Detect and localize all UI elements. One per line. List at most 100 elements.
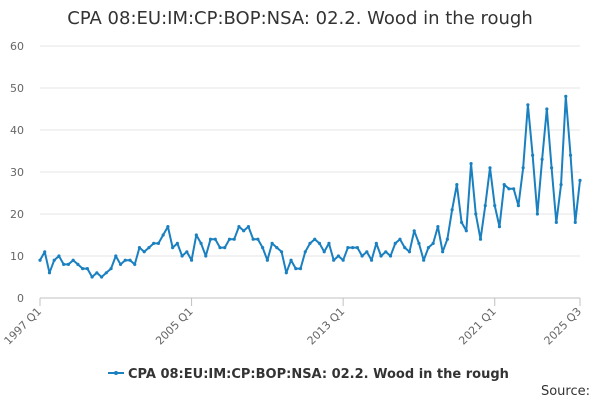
data-point[interactable]	[369, 258, 374, 262]
data-point[interactable]	[568, 153, 573, 157]
data-point[interactable]	[270, 241, 274, 245]
data-point[interactable]	[171, 246, 175, 250]
data-point[interactable]	[531, 153, 535, 157]
data-point[interactable]	[161, 233, 165, 237]
data-point[interactable]	[493, 204, 497, 208]
data-point[interactable]	[417, 241, 421, 245]
data-point[interactable]	[279, 250, 284, 254]
data-point[interactable]	[464, 229, 468, 233]
data-point[interactable]	[76, 262, 80, 266]
data-point[interactable]	[512, 187, 516, 191]
data-point[interactable]	[232, 237, 236, 241]
data-point[interactable]	[175, 241, 179, 245]
data-point[interactable]	[360, 254, 364, 258]
data-point[interactable]	[355, 246, 359, 250]
data-point[interactable]	[317, 241, 322, 245]
data-point[interactable]	[327, 241, 331, 245]
data-point[interactable]	[71, 258, 75, 262]
data-point[interactable]	[246, 225, 251, 229]
data-point[interactable]	[431, 241, 435, 245]
data-point[interactable]	[336, 254, 341, 258]
data-point[interactable]	[147, 246, 151, 250]
data-point[interactable]	[166, 225, 170, 229]
data-point[interactable]	[398, 237, 402, 241]
data-point[interactable]	[346, 246, 350, 250]
data-point[interactable]	[322, 250, 326, 254]
data-point[interactable]	[412, 229, 416, 233]
data-point[interactable]	[251, 237, 255, 241]
data-point[interactable]	[374, 241, 378, 245]
data-point[interactable]	[289, 258, 293, 262]
data-point[interactable]	[351, 246, 355, 250]
data-point[interactable]	[554, 220, 558, 224]
data-point[interactable]	[213, 237, 217, 241]
data-point[interactable]	[388, 254, 393, 258]
data-point[interactable]	[478, 237, 483, 241]
data-point[interactable]	[99, 275, 104, 279]
data-point[interactable]	[265, 258, 269, 262]
data-point[interactable]	[379, 254, 383, 258]
legend[interactable]: CPA 08:EU:IM:CP:BOP:NSA: 02.2. Wood in t…	[108, 367, 509, 382]
data-point[interactable]	[298, 267, 303, 271]
data-point[interactable]	[507, 187, 511, 191]
data-point[interactable]	[275, 246, 279, 250]
data-point[interactable]	[445, 237, 449, 241]
data-point[interactable]	[142, 250, 146, 254]
data-point[interactable]	[52, 258, 56, 262]
data-point[interactable]	[284, 271, 288, 275]
data-point[interactable]	[488, 166, 492, 170]
data-point[interactable]	[535, 212, 539, 216]
data-point[interactable]	[128, 258, 132, 262]
data-point[interactable]	[43, 250, 47, 254]
data-point[interactable]	[189, 258, 194, 262]
data-point[interactable]	[474, 212, 478, 216]
data-point[interactable]	[133, 262, 137, 266]
data-point[interactable]	[208, 237, 213, 241]
data-point[interactable]	[441, 250, 445, 254]
data-point[interactable]	[559, 183, 563, 187]
data-point[interactable]	[204, 254, 208, 258]
data-point[interactable]	[81, 267, 85, 271]
data-point[interactable]	[540, 157, 544, 161]
data-point[interactable]	[137, 246, 142, 250]
data-point[interactable]	[426, 246, 431, 250]
data-point[interactable]	[38, 258, 42, 262]
data-point[interactable]	[156, 241, 161, 245]
data-point[interactable]	[469, 162, 473, 166]
data-point[interactable]	[341, 258, 345, 262]
data-point[interactable]	[194, 233, 198, 237]
data-point[interactable]	[365, 250, 369, 254]
data-point[interactable]	[459, 220, 464, 224]
data-point[interactable]	[85, 267, 89, 271]
data-point[interactable]	[261, 246, 265, 250]
data-point[interactable]	[118, 262, 123, 266]
data-point[interactable]	[578, 178, 582, 182]
data-point[interactable]	[422, 258, 426, 262]
data-point[interactable]	[104, 271, 108, 275]
data-point[interactable]	[497, 225, 502, 229]
data-point[interactable]	[436, 225, 440, 229]
data-point[interactable]	[47, 271, 52, 275]
data-point[interactable]	[545, 107, 549, 111]
data-point[interactable]	[332, 258, 336, 262]
data-point[interactable]	[294, 267, 298, 271]
data-point[interactable]	[521, 166, 525, 170]
data-point[interactable]	[180, 254, 184, 258]
data-point[interactable]	[123, 258, 127, 262]
data-point[interactable]	[393, 241, 397, 245]
data-point[interactable]	[185, 250, 189, 254]
data-point[interactable]	[573, 220, 577, 224]
data-point[interactable]	[526, 103, 530, 107]
data-point[interactable]	[62, 262, 66, 266]
data-point[interactable]	[57, 254, 61, 258]
data-point[interactable]	[109, 267, 113, 271]
data-point[interactable]	[218, 246, 222, 250]
data-point[interactable]	[237, 225, 241, 229]
data-point[interactable]	[223, 246, 227, 250]
data-point[interactable]	[313, 237, 317, 241]
data-point[interactable]	[303, 250, 307, 254]
data-point[interactable]	[564, 94, 568, 98]
data-point[interactable]	[114, 254, 118, 258]
data-point[interactable]	[403, 246, 407, 250]
data-point[interactable]	[407, 250, 412, 254]
